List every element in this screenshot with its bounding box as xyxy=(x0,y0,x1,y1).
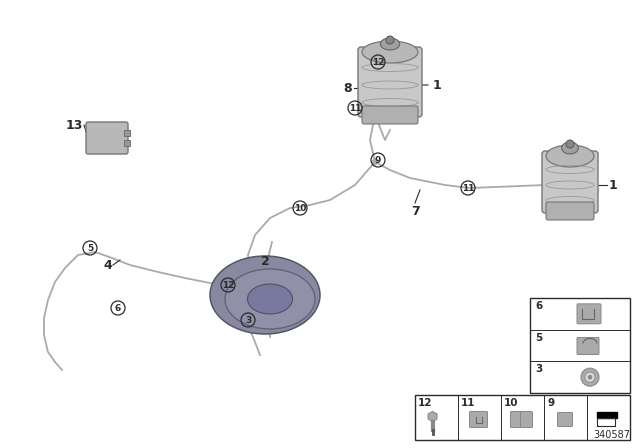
Ellipse shape xyxy=(210,256,320,334)
Bar xyxy=(124,140,130,146)
Text: 7: 7 xyxy=(411,205,419,218)
Text: 4: 4 xyxy=(103,258,112,271)
Ellipse shape xyxy=(225,269,315,329)
FancyBboxPatch shape xyxy=(577,304,601,324)
Text: 9: 9 xyxy=(375,155,381,164)
Text: 12: 12 xyxy=(221,280,234,289)
Text: 6: 6 xyxy=(535,301,542,311)
Circle shape xyxy=(588,375,592,379)
Text: 5: 5 xyxy=(87,244,93,253)
Text: 6: 6 xyxy=(115,303,121,313)
Ellipse shape xyxy=(248,284,292,314)
Text: 1: 1 xyxy=(609,178,618,191)
FancyBboxPatch shape xyxy=(577,337,599,354)
FancyBboxPatch shape xyxy=(546,202,594,220)
Text: 11: 11 xyxy=(461,184,474,193)
Text: 2: 2 xyxy=(260,255,269,268)
Circle shape xyxy=(566,140,574,148)
Ellipse shape xyxy=(562,142,579,154)
Ellipse shape xyxy=(546,145,594,167)
Text: 10: 10 xyxy=(294,203,306,212)
Circle shape xyxy=(372,159,378,164)
Text: 8: 8 xyxy=(344,82,352,95)
Ellipse shape xyxy=(380,38,399,50)
Text: 9: 9 xyxy=(547,398,554,408)
FancyBboxPatch shape xyxy=(470,412,488,427)
Text: 3: 3 xyxy=(245,315,251,324)
Text: 1: 1 xyxy=(433,78,442,91)
Text: 13: 13 xyxy=(66,119,83,132)
Text: 11: 11 xyxy=(461,398,476,408)
Polygon shape xyxy=(596,412,616,418)
FancyBboxPatch shape xyxy=(362,106,418,124)
Bar xyxy=(530,298,630,393)
Text: 10: 10 xyxy=(504,398,518,408)
Text: 12: 12 xyxy=(418,398,433,408)
Polygon shape xyxy=(428,412,437,422)
Text: 11: 11 xyxy=(349,103,361,112)
FancyBboxPatch shape xyxy=(358,47,422,117)
FancyBboxPatch shape xyxy=(511,412,522,427)
Text: 12: 12 xyxy=(372,57,384,66)
Text: 5: 5 xyxy=(535,333,542,343)
Ellipse shape xyxy=(362,41,418,63)
Circle shape xyxy=(581,368,599,386)
Bar xyxy=(124,130,130,136)
Text: 340587: 340587 xyxy=(593,430,630,440)
FancyBboxPatch shape xyxy=(542,151,598,213)
Circle shape xyxy=(386,36,394,44)
FancyBboxPatch shape xyxy=(557,413,573,426)
Circle shape xyxy=(585,372,595,382)
FancyBboxPatch shape xyxy=(86,122,128,154)
Bar xyxy=(415,395,630,440)
FancyBboxPatch shape xyxy=(520,412,532,427)
Text: 3: 3 xyxy=(535,364,542,375)
